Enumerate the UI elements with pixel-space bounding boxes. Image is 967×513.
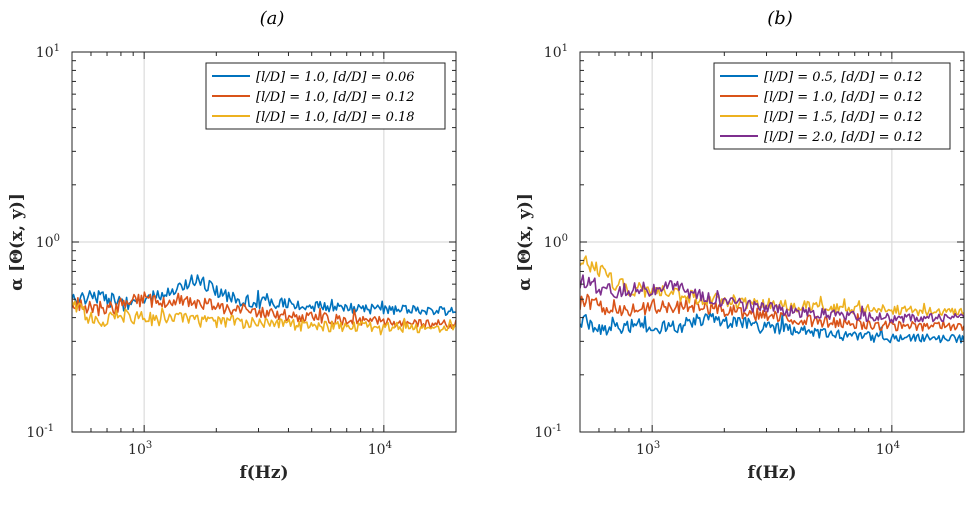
series-line-3 [72,300,456,336]
legend-entry-3: [l/D] = 1.0, [d/D] = 0.18 [256,110,415,125]
x-tick-label: 103 [636,440,660,458]
x-axis-label: f(Hz) [747,463,796,483]
panel-a: 103 104 10-1 100 101 f(Hz) α [Θ(x, y)] (a) [l/D]… [7,8,457,483]
x-axis-label: f(Hz) [239,463,288,483]
x-tick-label: 103 [128,440,152,458]
x-tick-label: 104 [876,440,900,458]
legend-entry-2: [l/D] = 1.0, [d/D] = 0.12 [256,90,415,105]
series-line-2 [580,293,964,332]
legend-entry-1: [l/D] = 0.5, [d/D] = 0.12 [764,70,923,85]
series-group [72,274,456,336]
y-axis-label: α [Θ(x, y)] [515,193,535,291]
y-tick-label: 100 [544,233,568,251]
panel-title: (a) [260,8,285,29]
series-line-4 [580,274,964,324]
legend-entry-4: [l/D] = 2.0, [d/D] = 0.12 [764,130,923,145]
y-tick-label: 101 [544,43,568,61]
panel-title: (b) [767,8,793,29]
legend-entry-2: [l/D] = 1.0, [d/D] = 0.12 [764,90,923,105]
y-axis-label: α [Θ(x, y)] [7,193,27,291]
series-line-2 [72,291,456,330]
series-group [580,255,964,344]
legend-box [713,62,951,150]
series-line-1 [580,312,964,344]
legend-entry-3: [l/D] = 1.5, [d/D] = 0.12 [764,110,923,125]
y-tick-label: 10-1 [26,423,54,441]
panel-b: 103 104 10-1 100 101 f(Hz) α [Θ(x, y)] (b) [l/D]… [515,8,965,483]
y-tick-label: 100 [36,233,60,251]
y-tick-label: 10-1 [534,423,562,441]
legend-entry-1: [l/D] = 1.0, [d/D] = 0.06 [256,70,415,85]
y-tick-label: 101 [36,43,60,61]
x-tick-label: 104 [368,440,392,458]
